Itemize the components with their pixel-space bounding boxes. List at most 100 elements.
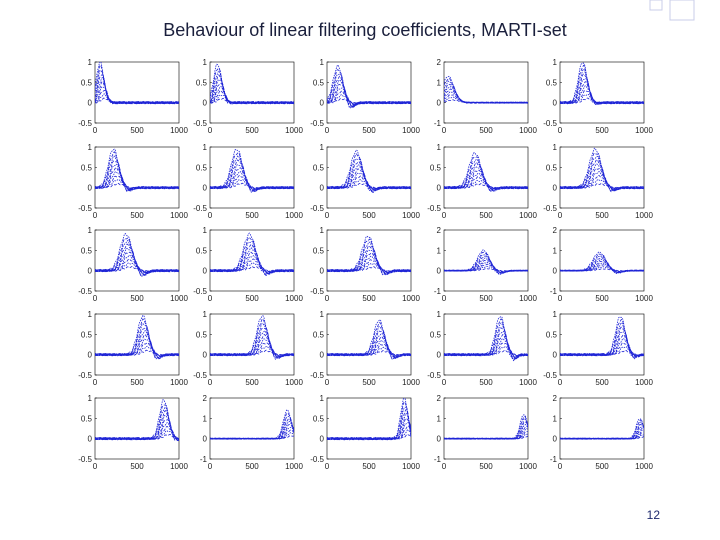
series-line [444, 151, 528, 192]
y-tick-label: -0.5 [78, 204, 92, 213]
x-tick-label: 1000 [402, 126, 420, 135]
series-line [210, 85, 294, 105]
series-line [95, 406, 179, 442]
series-line [210, 258, 294, 273]
series-line [327, 175, 411, 190]
series-line [327, 262, 411, 273]
y-tick-label: -1 [434, 455, 442, 464]
series-line [210, 409, 294, 440]
x-tick-label: 0 [558, 211, 563, 220]
subplot-5-1: 10.50-0.50 500 1000 [78, 394, 188, 471]
y-tick-label: -0.5 [78, 287, 92, 296]
subplot-4-5: 10.50-0.50 500 1000 [543, 310, 653, 387]
y-tick-label: -1 [200, 455, 208, 464]
series-line [560, 342, 644, 357]
series-line [210, 90, 294, 104]
x-tick-label: 500 [362, 294, 376, 303]
series-line [444, 415, 528, 440]
series-line [327, 412, 411, 441]
series-line [95, 349, 179, 357]
series-line [327, 90, 411, 106]
subplot-1-5: 10.50-0.50 500 1000 [543, 58, 653, 135]
axes-box [443, 397, 529, 460]
x-tick-label: 500 [479, 462, 493, 471]
series-line [327, 346, 411, 357]
y-tick-label: 1 [203, 226, 208, 235]
series-line [560, 97, 644, 104]
x-tick-label: 1000 [519, 211, 537, 220]
series-line [444, 156, 528, 192]
axes-box [94, 229, 180, 292]
y-tick-label: 0.5 [313, 330, 325, 339]
y-tick-label: -0.5 [310, 119, 324, 128]
x-tick-label: 500 [245, 294, 259, 303]
y-tick-label: 2 [553, 226, 558, 235]
x-tick-label: 500 [130, 126, 144, 135]
subplot-2-3: 10.50-0.50 500 1000 [310, 143, 420, 220]
series-line [327, 259, 411, 273]
series-line [560, 179, 644, 190]
series-line [210, 349, 294, 357]
series-line [560, 262, 644, 273]
series-line [210, 148, 294, 193]
y-tick-label: -1 [434, 119, 442, 128]
x-tick-label: 1000 [402, 211, 420, 220]
x-tick-label: 0 [208, 211, 213, 220]
y-tick-label: -0.5 [310, 371, 324, 380]
x-tick-label: 0 [93, 211, 98, 220]
axes-box [209, 229, 295, 292]
x-tick-label: 500 [362, 378, 376, 387]
x-tick-label: 1000 [285, 294, 303, 303]
y-tick-label: 0 [437, 184, 442, 193]
series-line [327, 321, 411, 359]
y-tick-label: 2 [437, 394, 442, 403]
y-tick-label: 0 [88, 351, 93, 360]
series-line [444, 169, 528, 191]
y-tick-label: 0.5 [430, 163, 442, 172]
y-tick-label: 0 [553, 267, 558, 276]
x-tick-label: 0 [442, 211, 447, 220]
y-tick-label: 0 [553, 99, 558, 108]
series-line [95, 262, 179, 273]
x-tick-label: 1000 [519, 126, 537, 135]
series-line [210, 346, 294, 357]
series-line [95, 425, 179, 441]
axes-box [209, 61, 295, 124]
series-line [444, 176, 528, 190]
x-tick-label: 1000 [635, 294, 653, 303]
y-tick-label: 2 [437, 226, 442, 235]
x-tick-label: 0 [558, 462, 563, 471]
y-tick-label: 1 [203, 414, 208, 423]
y-tick-label: 0 [203, 99, 208, 108]
axes-box [326, 61, 412, 124]
y-tick-label: -0.5 [543, 371, 557, 380]
series-line [327, 179, 411, 190]
subplot-2-5: 10.50-0.50 500 1000 [543, 143, 653, 220]
x-tick-label: 0 [93, 462, 98, 471]
x-tick-label: 0 [442, 378, 447, 387]
axes-box [559, 61, 645, 124]
y-tick-label: -0.5 [78, 119, 92, 128]
y-tick-label: 1 [88, 58, 93, 67]
subplot-3-2: 10.50-0.50 500 1000 [193, 226, 303, 303]
series-line [444, 77, 528, 104]
y-tick-label: 0 [203, 435, 208, 444]
y-tick-label: -0.5 [310, 455, 324, 464]
subplot-3-1: 10.50-0.50 500 1000 [78, 226, 188, 303]
x-tick-label: 0 [93, 294, 98, 303]
y-tick-label: 0 [88, 267, 93, 276]
x-tick-label: 1000 [402, 378, 420, 387]
x-tick-label: 0 [442, 126, 447, 135]
subplot-2-2: 10.50-0.50 500 1000 [193, 143, 303, 220]
axes-box [326, 146, 412, 209]
subplot-5-2: 210-10 500 1000 [200, 394, 304, 471]
axes-box [209, 146, 295, 209]
series-line [95, 81, 179, 105]
series-line [560, 338, 644, 357]
series-line [95, 182, 179, 190]
axes-box [209, 313, 295, 376]
series-line [560, 268, 644, 272]
x-tick-label: 500 [130, 211, 144, 220]
y-tick-label: 0 [203, 351, 208, 360]
series-line [95, 62, 179, 105]
